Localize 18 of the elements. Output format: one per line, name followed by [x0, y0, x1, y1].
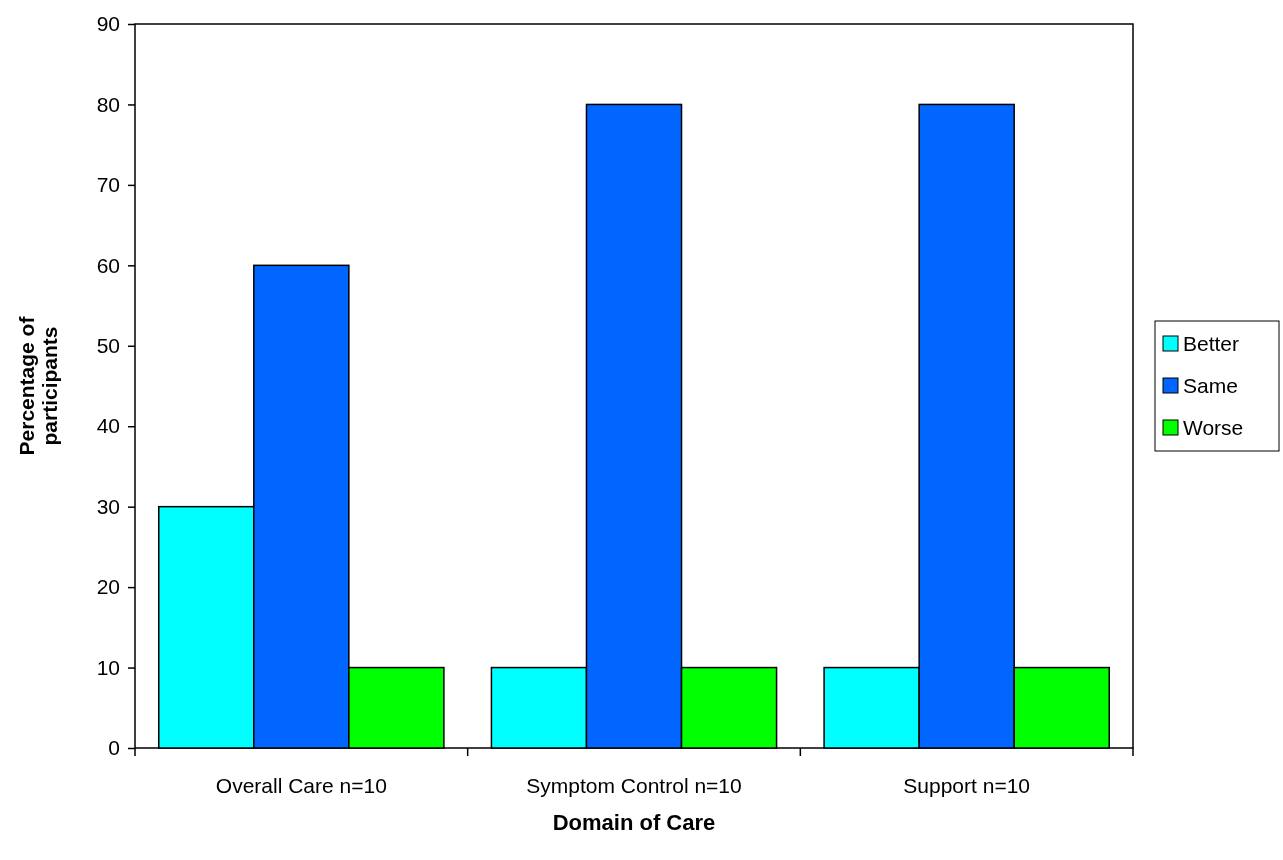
y-tick-label: 50	[96, 334, 120, 357]
legend-label: Worse	[1183, 416, 1244, 439]
x-axis-title: Domain of Care	[552, 810, 716, 835]
y-axis-title: Percentage of participants	[15, 315, 61, 456]
y-tick-label: 70	[96, 173, 120, 197]
y-tick-label: 80	[96, 92, 120, 116]
legend-label: Better	[1183, 332, 1240, 355]
y-tick-label: 90	[96, 12, 120, 36]
y-tick-label: 40	[96, 414, 120, 438]
y-tick-label: 20	[96, 575, 120, 599]
legend-label: Same	[1183, 374, 1238, 397]
y-tick-label: 0	[108, 736, 120, 760]
y-tick-label: 30	[96, 494, 120, 518]
y-tick-label: 60	[96, 253, 120, 277]
x-tick-label: Symptom Control n=10	[526, 773, 742, 797]
x-tick-label: Support n=10	[903, 773, 1031, 797]
y-tick-label: 10	[96, 655, 120, 679]
x-tick-label: Overall Care n=10	[215, 773, 387, 797]
